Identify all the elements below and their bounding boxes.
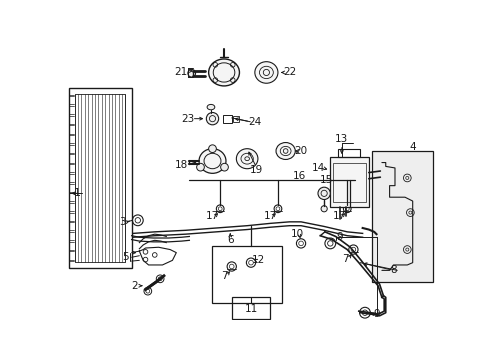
Text: 24: 24 [248, 117, 261, 127]
Text: 5: 5 [122, 252, 128, 262]
Circle shape [187, 69, 195, 77]
Text: 8: 8 [389, 265, 396, 275]
Ellipse shape [199, 149, 225, 173]
Text: 4: 4 [408, 142, 415, 152]
Circle shape [206, 112, 218, 125]
Bar [329, 157, 368, 207]
Circle shape [220, 163, 228, 171]
Text: 1: 1 [74, 188, 81, 198]
Text: 21: 21 [174, 67, 187, 77]
Text: 9: 9 [372, 309, 379, 319]
Bar [337, 149, 359, 157]
Text: 14: 14 [311, 163, 325, 173]
Bar [212, 246, 281, 303]
Text: 18: 18 [175, 160, 188, 170]
Text: 19: 19 [249, 165, 263, 175]
Text: 13: 13 [335, 134, 348, 144]
Ellipse shape [207, 104, 214, 110]
Bar [371, 151, 432, 282]
Text: 3: 3 [119, 217, 125, 227]
Text: 17: 17 [263, 211, 276, 221]
Circle shape [321, 206, 326, 212]
Bar [333, 163, 365, 202]
Ellipse shape [275, 143, 295, 159]
Ellipse shape [208, 59, 239, 86]
Text: 10: 10 [290, 229, 303, 239]
Bar [233, 116, 239, 122]
Circle shape [208, 145, 216, 153]
Ellipse shape [254, 62, 277, 83]
Bar [222, 115, 231, 122]
Text: 12: 12 [251, 255, 265, 265]
Text: 7: 7 [220, 271, 227, 281]
Text: 15: 15 [319, 175, 332, 185]
Ellipse shape [236, 149, 257, 169]
Text: 9: 9 [336, 232, 342, 242]
Circle shape [196, 163, 204, 171]
Bar [75, 94, 125, 262]
Bar [231, 297, 270, 319]
Text: 6: 6 [226, 235, 233, 244]
Bar [68, 88, 131, 268]
Text: 22: 22 [282, 67, 296, 77]
Circle shape [317, 187, 329, 199]
Text: 23: 23 [181, 114, 194, 123]
Text: 2: 2 [131, 281, 138, 291]
Text: 11: 11 [244, 304, 257, 314]
Text: 20: 20 [294, 146, 307, 156]
Text: 7: 7 [342, 254, 348, 264]
Text: 16: 16 [292, 171, 305, 181]
Text: 17: 17 [205, 211, 219, 221]
Text: 17: 17 [332, 211, 346, 221]
